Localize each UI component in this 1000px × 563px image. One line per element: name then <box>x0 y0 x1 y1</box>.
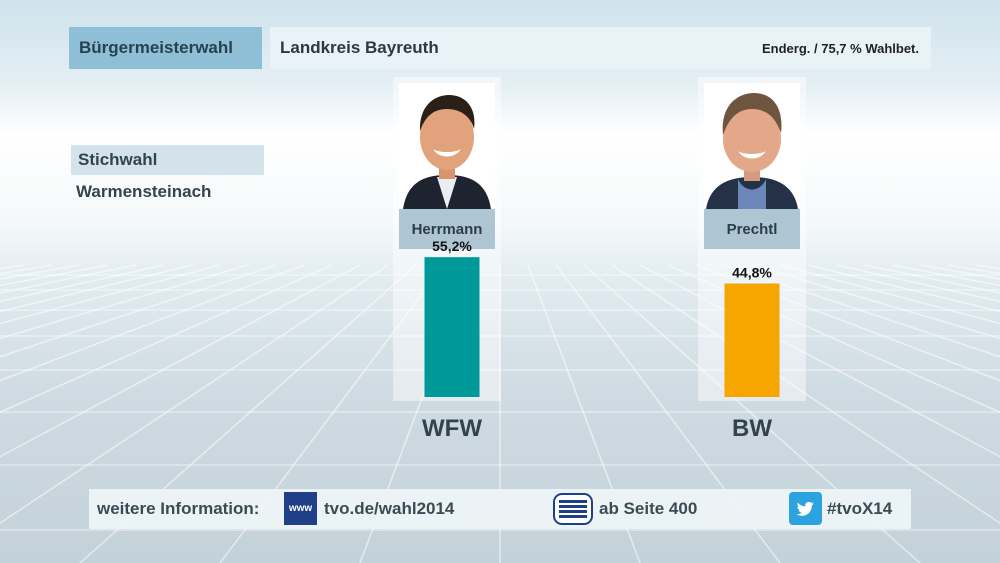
election-type-text: Stichwahl <box>78 150 158 169</box>
candidate-name-1: Herrmann <box>399 209 495 249</box>
result-status: Enderg. / 75,7 % Wahlbet. <box>762 40 919 56</box>
candidate-column-2: Prechtl <box>698 77 806 401</box>
header-bar: Landkreis Bayreuth Enderg. / 75,7 % Wahl… <box>270 27 931 69</box>
municipality-label: Warmensteinach <box>76 182 212 201</box>
candidate-photo-2 <box>704 83 800 209</box>
election-type-badge: Stichwahl <box>71 145 264 175</box>
value-label-bw: 44,8% <box>732 265 772 281</box>
hashtag[interactable]: #tvoX14 <box>827 499 893 518</box>
election-title: Bürgermeisterwahl <box>69 27 262 69</box>
candidate-name-2: Prechtl <box>704 209 800 249</box>
teletext-icon <box>553 493 593 525</box>
party-label-bw: BW <box>732 415 772 442</box>
candidate-photo-1 <box>399 83 495 209</box>
www-icon: www <box>284 492 317 525</box>
website-link[interactable]: tvo.de/wahl2014 <box>324 499 455 518</box>
value-label-wfw: 55,2% <box>432 238 472 254</box>
party-label-wfw: WFW <box>422 415 482 442</box>
election-title-text: Bürgermeisterwahl <box>79 38 233 57</box>
region-label: Landkreis Bayreuth <box>280 38 439 57</box>
candidate-name-2-text: Prechtl <box>726 220 778 238</box>
twitter-icon <box>789 492 822 525</box>
teletext-page: ab Seite 400 <box>599 499 698 518</box>
candidate-name-1-text: Herrmann <box>411 220 483 238</box>
info-footer: weitere Information: www tvo.de/wahl2014… <box>89 489 911 529</box>
www-icon-text: www <box>288 503 313 514</box>
bar-bw <box>724 283 780 397</box>
bar-wfw <box>424 257 480 397</box>
info-label: weitere Information: <box>97 499 260 518</box>
